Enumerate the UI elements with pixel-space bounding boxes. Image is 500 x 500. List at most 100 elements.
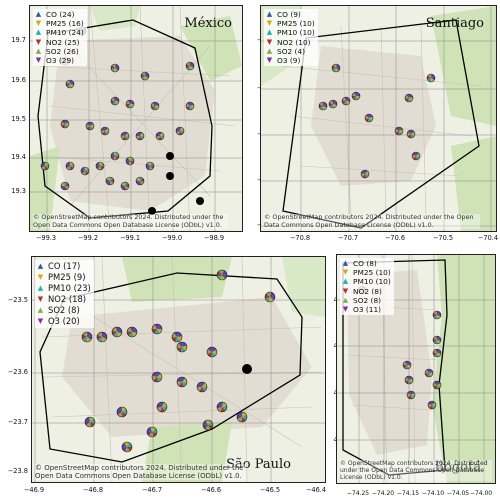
station-marker[interactable] bbox=[236, 411, 248, 423]
station-marker[interactable] bbox=[402, 360, 412, 370]
station-marker[interactable] bbox=[60, 119, 70, 129]
station-marker[interactable] bbox=[121, 441, 133, 453]
station-marker[interactable] bbox=[96, 331, 108, 343]
station-marker[interactable] bbox=[81, 331, 93, 343]
station-marker[interactable] bbox=[110, 96, 120, 106]
station-marker[interactable] bbox=[135, 131, 145, 141]
station-marker[interactable] bbox=[351, 91, 361, 101]
station-marker[interactable] bbox=[176, 341, 188, 353]
x-tick: −74.05 bbox=[446, 490, 470, 497]
city-label-saopaulo: São Paulo bbox=[226, 457, 291, 472]
y-tick: 19.5 bbox=[11, 115, 26, 123]
station-marker[interactable] bbox=[60, 181, 70, 191]
legend-item-so2: ▲ SO2 (4) bbox=[266, 46, 306, 56]
station-marker[interactable] bbox=[185, 101, 195, 111]
x-tick: −46.7 bbox=[141, 486, 163, 494]
station-marker[interactable] bbox=[185, 61, 195, 71]
legend-item-co: ▲ CO (24) bbox=[35, 10, 75, 19]
station-marker[interactable] bbox=[110, 63, 120, 73]
station-marker[interactable] bbox=[105, 176, 115, 186]
station-marker[interactable] bbox=[166, 172, 174, 180]
legend-item-pm10: ▲ PM10 (10) bbox=[342, 277, 391, 287]
station-marker[interactable] bbox=[150, 101, 160, 111]
station-marker[interactable] bbox=[125, 156, 135, 166]
station-marker[interactable] bbox=[148, 207, 156, 215]
station-marker[interactable] bbox=[196, 197, 204, 205]
station-marker[interactable] bbox=[432, 348, 442, 358]
map-saopaulo[interactable]: ▲ CO (17) ▼ PM25 (9) ▲ PM10 (23) ▼ NO2 (18) … bbox=[31, 256, 326, 483]
panel-saopaulo: −23.5 −23.6 −23.7 −23.8 bbox=[0, 252, 330, 500]
legend-item-pm10: ▲ PM10 (23) bbox=[37, 283, 91, 293]
station-marker[interactable] bbox=[40, 161, 50, 171]
station-marker[interactable] bbox=[216, 401, 228, 413]
station-marker[interactable] bbox=[65, 161, 75, 171]
station-marker[interactable] bbox=[202, 419, 214, 431]
station-marker[interactable] bbox=[404, 375, 414, 385]
station-marker[interactable] bbox=[84, 416, 96, 428]
station-marker[interactable] bbox=[111, 326, 123, 338]
station-marker[interactable] bbox=[394, 126, 404, 136]
station-marker[interactable] bbox=[264, 291, 276, 303]
station-marker[interactable] bbox=[331, 63, 341, 73]
station-marker[interactable] bbox=[140, 71, 150, 81]
legend-item-pm10: ▲ PM10 (10) bbox=[266, 28, 315, 38]
station-marker[interactable] bbox=[404, 93, 414, 103]
x-tick: −99.1 bbox=[119, 234, 141, 242]
station-marker[interactable] bbox=[175, 126, 185, 136]
station-marker[interactable] bbox=[151, 371, 163, 383]
station-marker[interactable] bbox=[406, 129, 416, 139]
station-marker[interactable] bbox=[156, 401, 168, 413]
legend-item-so2: ▲ SO2 (8) bbox=[342, 295, 382, 305]
station-marker[interactable] bbox=[126, 326, 138, 338]
station-marker[interactable] bbox=[65, 79, 75, 89]
station-marker[interactable] bbox=[206, 346, 218, 358]
station-marker[interactable] bbox=[364, 113, 374, 123]
station-marker[interactable] bbox=[360, 169, 370, 179]
station-marker[interactable] bbox=[85, 121, 95, 131]
station-marker[interactable] bbox=[406, 390, 416, 400]
station-marker[interactable] bbox=[135, 176, 145, 186]
city-label-mexico: México bbox=[184, 16, 232, 31]
map-santiago[interactable]: ▲ CO (9) ▼ PM25 (10) ▲ PM10 (10) ▼ NO2 (10) … bbox=[260, 5, 497, 232]
station-marker[interactable] bbox=[171, 331, 183, 343]
station-marker[interactable] bbox=[424, 368, 434, 378]
station-marker[interactable] bbox=[242, 364, 252, 374]
legend-item-no2: ▼ NO2 (25) bbox=[35, 37, 80, 47]
station-marker[interactable] bbox=[120, 181, 130, 191]
station-marker[interactable] bbox=[176, 376, 188, 388]
station-marker[interactable] bbox=[100, 126, 110, 136]
station-marker[interactable] bbox=[432, 380, 442, 390]
station-marker[interactable] bbox=[95, 161, 105, 171]
station-marker[interactable] bbox=[328, 99, 338, 109]
legend-item-so2: ▲ SO2 (8) bbox=[37, 305, 80, 315]
map-attribution: © OpenStreetMap contributors 2024. Distr… bbox=[264, 214, 481, 229]
station-marker[interactable] bbox=[426, 73, 436, 83]
triangle-down-icon: ▼ bbox=[37, 317, 44, 325]
triangle-up-icon: ▲ bbox=[342, 277, 349, 286]
station-marker[interactable] bbox=[432, 335, 442, 345]
station-marker[interactable] bbox=[341, 96, 351, 106]
station-marker[interactable] bbox=[80, 166, 90, 176]
station-marker[interactable] bbox=[125, 99, 135, 109]
station-marker[interactable] bbox=[411, 151, 421, 161]
x-tick: −98.9 bbox=[203, 234, 225, 242]
station-marker[interactable] bbox=[318, 101, 328, 111]
station-marker[interactable] bbox=[216, 269, 228, 281]
triangle-up-icon: ▲ bbox=[37, 306, 44, 314]
station-marker[interactable] bbox=[145, 161, 155, 171]
station-marker[interactable] bbox=[166, 152, 174, 160]
station-marker[interactable] bbox=[196, 381, 208, 393]
station-marker[interactable] bbox=[120, 131, 130, 141]
station-marker[interactable] bbox=[427, 400, 437, 410]
station-marker[interactable] bbox=[432, 310, 442, 320]
station-marker[interactable] bbox=[146, 426, 158, 438]
x-tick: −46.5 bbox=[259, 486, 281, 494]
map-bogota[interactable]: ▲ CO (8) ▼ PM25 (10) ▲ PM10 (10) ▼ NO2 (8) ▲… bbox=[336, 254, 496, 484]
station-marker[interactable] bbox=[151, 323, 163, 335]
map-basemap bbox=[32, 257, 325, 482]
station-marker[interactable] bbox=[116, 406, 128, 418]
map-attribution: © OpenStreetMap contributors 2024. Distr… bbox=[33, 214, 229, 229]
station-marker[interactable] bbox=[155, 131, 165, 141]
map-mexico[interactable]: ▲ CO (24) ▼ PM25 (16) ▲ PM10 (24) ▼ NO2 (25)… bbox=[29, 5, 243, 232]
station-marker[interactable] bbox=[110, 151, 120, 161]
